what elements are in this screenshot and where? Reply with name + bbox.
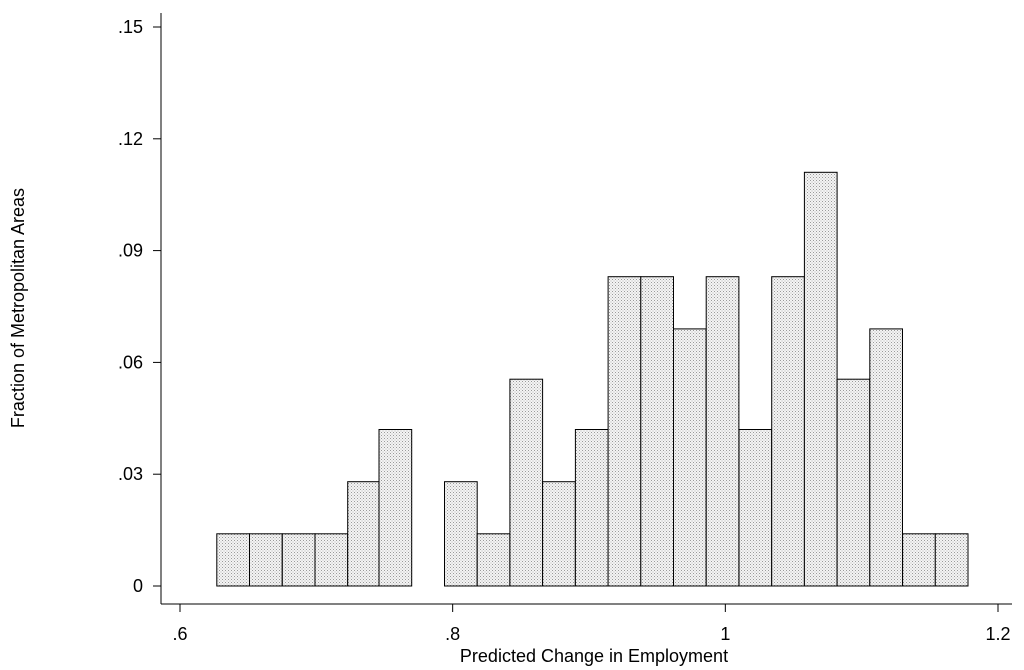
histogram-bar-15 bbox=[705, 276, 740, 587]
y-tick-label-2: .06 bbox=[118, 352, 143, 372]
histogram-bar-22 bbox=[934, 533, 969, 587]
histogram-bar-13 bbox=[640, 276, 674, 587]
histogram-bar-4 bbox=[314, 533, 349, 587]
histogram-bar-8 bbox=[476, 533, 511, 587]
histogram-bar-17 bbox=[771, 276, 805, 587]
y-tick-label-0: 0 bbox=[133, 576, 143, 596]
y-tick-label-1: .03 bbox=[118, 464, 143, 484]
x-tick-label-2: 1 bbox=[720, 624, 730, 644]
histogram-bar-3 bbox=[281, 533, 316, 587]
y-axis-title: Fraction of Metropolitan Areas bbox=[8, 188, 28, 428]
histogram-bar-7 bbox=[444, 481, 478, 587]
histogram-bars bbox=[216, 171, 969, 587]
y-axis-ticks: 0 .03 .06 .09 .12 .15 bbox=[118, 17, 161, 596]
histogram-bar-16 bbox=[738, 429, 773, 587]
y-tick-label-4: .12 bbox=[118, 129, 143, 149]
histogram-bar-21 bbox=[902, 533, 936, 587]
x-tick-label-3: 1.2 bbox=[985, 624, 1010, 644]
x-tick-label-1: .8 bbox=[445, 624, 460, 644]
y-tick-label-3: .09 bbox=[118, 241, 143, 261]
histogram-bar-2 bbox=[249, 533, 283, 587]
histogram-bar-1 bbox=[216, 533, 251, 587]
y-tick-label-5: .15 bbox=[118, 17, 143, 37]
histogram-bar-14 bbox=[673, 328, 707, 587]
histogram-bar-10 bbox=[542, 481, 576, 587]
histogram-bar-20 bbox=[869, 328, 903, 587]
histogram-bar-19 bbox=[836, 378, 871, 587]
histogram-bar-5 bbox=[347, 481, 381, 587]
histogram-bar-9 bbox=[509, 378, 544, 587]
histogram-bar-11 bbox=[574, 429, 609, 587]
x-axis-title: Predicted Change in Employment bbox=[460, 646, 728, 666]
histogram-bar-12 bbox=[607, 276, 642, 587]
histogram-bar-6 bbox=[378, 429, 413, 587]
histogram-bar-18 bbox=[803, 171, 838, 587]
x-tick-label-0: .6 bbox=[172, 624, 187, 644]
x-axis-ticks: .6 .8 1 1.2 bbox=[172, 604, 1011, 644]
